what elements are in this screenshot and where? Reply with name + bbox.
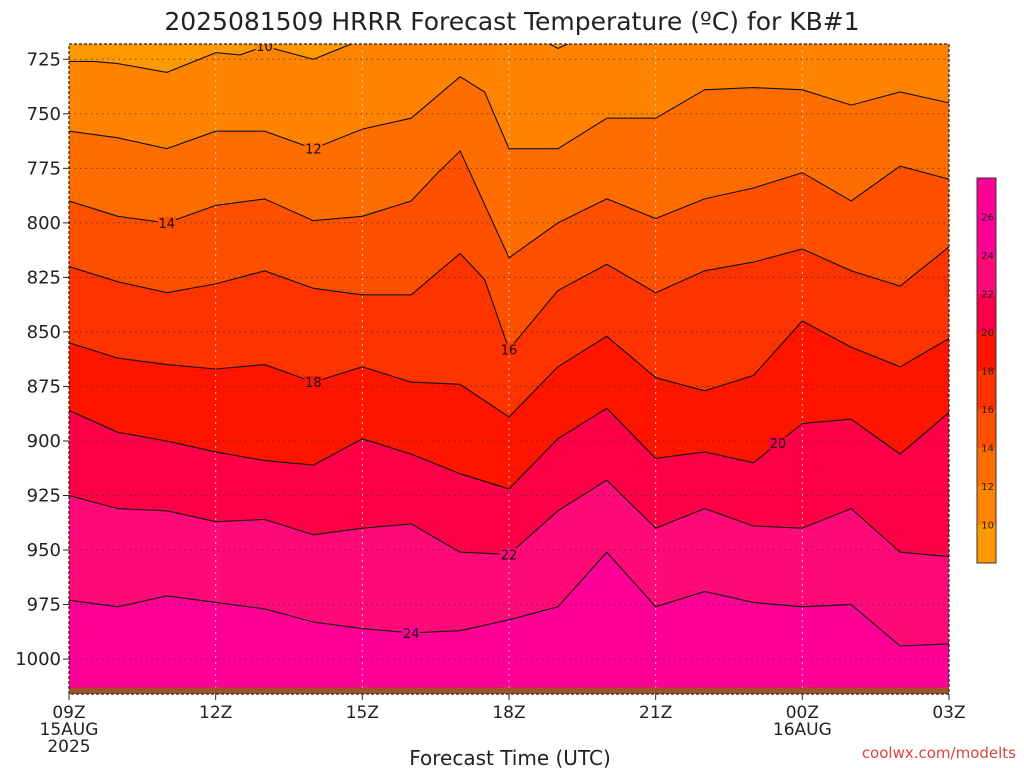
colorbar-label: 10	[981, 521, 994, 532]
y-tick-label: 850	[27, 322, 61, 343]
y-tick-label: 975	[27, 595, 61, 616]
x-tick-label: 21Z	[639, 703, 672, 723]
x-axis-label: Forecast Time (UTC)	[409, 746, 611, 768]
contour-label-bg	[500, 548, 518, 561]
y-tick-label: 725	[27, 49, 61, 70]
contour-label-bg	[157, 216, 176, 229]
contour-label: 22	[501, 548, 518, 563]
x-tick-label: 12Z	[199, 703, 232, 723]
colorbar-label: 18	[981, 367, 994, 378]
colorbar-label: 24	[981, 251, 994, 262]
contour-label: 10	[256, 40, 273, 55]
band-fill	[69, 552, 949, 694]
contour-line	[69, 320, 949, 418]
colorbar-swatch	[977, 409, 996, 448]
colorbar-label: 22	[981, 290, 994, 301]
y-tick-label: 875	[27, 376, 61, 397]
contour-label: 20	[770, 437, 787, 452]
colorbar-swatch	[977, 524, 996, 564]
colorbar-swatch	[977, 255, 996, 294]
contour-label-bg	[768, 437, 787, 450]
contour-line	[69, 76, 949, 150]
colorbar-swatch	[977, 216, 996, 256]
credit-text[interactable]: coolwx.com/modelts	[862, 744, 1016, 762]
contour-label: 14	[159, 217, 176, 232]
contour-label: 24	[403, 627, 420, 642]
x-tick-label: 03Z	[932, 703, 965, 723]
colorbar-label: 26	[981, 213, 994, 224]
colorbar-swatch	[977, 486, 996, 525]
y-tick-label: 925	[27, 486, 61, 507]
x-tick-label: 18Z	[492, 703, 525, 723]
contour-label: 16	[501, 343, 518, 358]
colorbar-swatch	[977, 447, 996, 487]
contour-line	[69, 149, 949, 259]
colorbar-label: 20	[981, 328, 994, 339]
colorbar-swatch	[977, 293, 996, 333]
contour-label-bg	[500, 343, 518, 356]
contour-label: 18	[305, 376, 322, 391]
colorbar-swatch	[977, 332, 996, 371]
contour-line	[69, 44, 570, 73]
x-tick-label: 2025	[47, 737, 90, 757]
pressure-axis: 725 750 775 800 825 850 875 900 925 950 975 1000	[15, 49, 69, 670]
x-tick-label: 09Z	[52, 703, 85, 723]
y-tick-label: 900	[27, 431, 61, 452]
y-tick-label: 750	[27, 104, 61, 125]
plot-area: 10 12 14 16 18 20 22 24	[68, 40, 950, 695]
colorbar-label: 12	[981, 482, 994, 493]
contour-label-bg	[402, 626, 421, 639]
ground-strip	[69, 687, 949, 694]
contour-label-bg	[255, 44, 274, 53]
colorbar-swatch	[977, 370, 996, 410]
colorbar: 10 12 14 16 18 20 22 24 26	[976, 177, 997, 564]
x-tick-label: 15AUG	[40, 720, 99, 740]
colorbar-label: 14	[981, 444, 994, 455]
colorbar-frame	[976, 177, 997, 564]
contour-label-bg	[304, 142, 323, 155]
x-tick-label: 16AUG	[773, 720, 832, 740]
colorbar-label: 16	[981, 405, 994, 416]
contour-line	[69, 246, 949, 351]
contour-label-bg	[304, 376, 323, 389]
y-tick-label: 775	[27, 158, 61, 179]
contour-line	[69, 551, 949, 647]
chart-title: 2025081509 HRRR Forecast Temperature (ºC…	[164, 7, 859, 36]
x-tick-label: 15Z	[346, 703, 379, 723]
contour-label: 12	[305, 143, 322, 158]
contour-line	[69, 407, 949, 490]
x-tick-label: 00Z	[786, 703, 819, 723]
y-tick-label: 950	[27, 540, 61, 561]
y-tick-label: 800	[27, 213, 61, 234]
y-tick-label: 1000	[15, 649, 61, 670]
colorbar-swatch	[977, 178, 996, 217]
y-tick-label: 825	[27, 267, 61, 288]
